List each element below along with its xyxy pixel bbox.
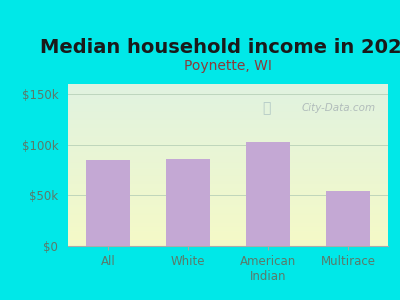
Bar	[86, 160, 130, 246]
Bar	[166, 159, 210, 246]
Text: City-Data.com: City-Data.com	[302, 103, 376, 113]
Bar	[246, 142, 290, 246]
Title: Median household income in 2022: Median household income in 2022	[40, 38, 400, 57]
Bar	[326, 191, 370, 246]
Text: Poynette, WI: Poynette, WI	[184, 59, 272, 73]
Text: Ⓜ: Ⓜ	[262, 101, 270, 115]
